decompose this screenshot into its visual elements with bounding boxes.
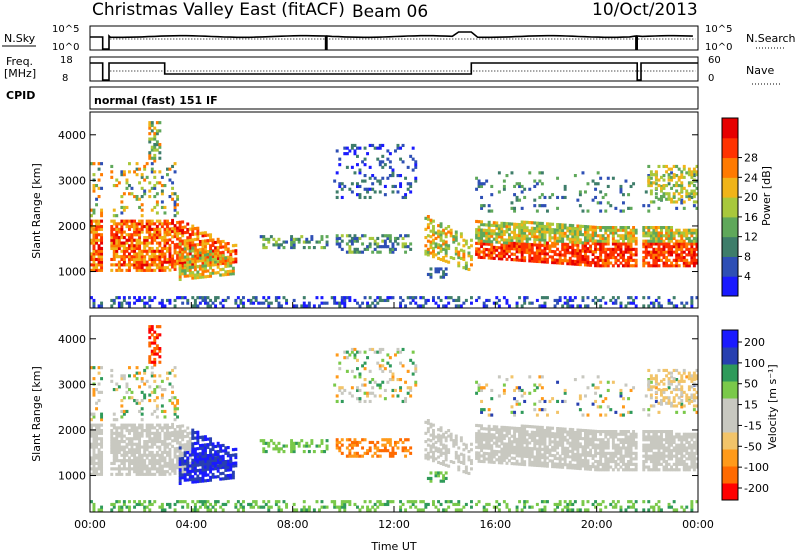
velocity-yticks: 1000 2000 3000 4000 bbox=[58, 333, 698, 483]
nave-tick-bottom: 0 bbox=[708, 73, 714, 84]
velocity-ylabel: Slant Range [km] bbox=[30, 366, 43, 462]
colorbar-tick-label: -100 bbox=[744, 461, 769, 474]
power-panel: 1000 2000 3000 4000 Slant Range [km] 4 8 12 16… bbox=[30, 111, 773, 309]
nsearch-label: N.Search bbox=[746, 32, 796, 45]
colorbar-tick-label: 4 bbox=[744, 270, 751, 283]
colorbar-tick-label: 24 bbox=[744, 171, 758, 184]
colorbar-swatch bbox=[722, 483, 738, 501]
colorbar-tick-label: 15 bbox=[744, 399, 758, 412]
x-tick-label: 08:00 bbox=[277, 518, 309, 531]
plot-title: Christmas Valley East (fitACF) bbox=[92, 0, 345, 20]
freq-label: Freq. bbox=[6, 55, 33, 68]
colorbar-swatch bbox=[722, 347, 738, 365]
colorbar-swatch bbox=[722, 364, 738, 382]
power-colorbar-label: Power [dB] bbox=[760, 166, 773, 226]
power-yticks: 1000 2000 3000 4000 bbox=[58, 129, 698, 279]
power-cells bbox=[90, 121, 699, 308]
y-tick-label: 4000 bbox=[58, 333, 86, 346]
cpid-value: normal (fast) 151 IF bbox=[94, 94, 218, 107]
colorbar-tick-label: 28 bbox=[744, 152, 758, 165]
colorbar-swatch bbox=[722, 118, 738, 139]
beam-label: Beam 06 bbox=[352, 2, 428, 22]
power-colorbar: 4 8 12 16 20 24 28 bbox=[721, 117, 758, 297]
y-tick-label: 2000 bbox=[58, 424, 86, 437]
y-tick-label: 3000 bbox=[58, 378, 86, 391]
colorbar-swatch bbox=[722, 157, 738, 178]
colorbar-swatch bbox=[722, 398, 738, 416]
nave-label: Nave bbox=[746, 64, 774, 77]
nsky-panel: N.Sky 10^5 10^0 10^5 10^0 N.Search bbox=[2, 24, 796, 53]
x-tick-label: 20:00 bbox=[581, 518, 613, 531]
colorbar-tick-label: 16 bbox=[744, 211, 758, 224]
y-tick-label: 4000 bbox=[58, 129, 86, 142]
colorbar-swatch bbox=[722, 432, 738, 450]
colorbar-tick-label: -15 bbox=[744, 419, 762, 432]
nsearch-tick-top: 10^5 bbox=[705, 24, 732, 35]
velocity-xlabel: Time UT bbox=[370, 540, 416, 553]
colorbar-swatch bbox=[722, 466, 738, 484]
colorbar-tick-label: -50 bbox=[744, 440, 762, 453]
colorbar-tick-label: 20 bbox=[744, 191, 758, 204]
velocity-xticks: 00:00 04:00 08:00 12:00 16:00 20:00 00:00 bbox=[74, 302, 714, 531]
velocity-colorbar: 200 100 50 15 -15 -50 -100 -200 bbox=[721, 329, 769, 501]
colorbar-tick-label: -200 bbox=[744, 482, 769, 495]
freq-panel: Freq. [MHz] 18 8 60 0 Nave bbox=[4, 55, 780, 85]
freq-unit: [MHz] bbox=[4, 67, 36, 80]
x-tick-label: 00:00 bbox=[74, 518, 106, 531]
x-tick-label: 00:00 bbox=[682, 518, 714, 531]
colorbar-tick-label: 100 bbox=[744, 357, 765, 370]
colorbar-tick-label: 8 bbox=[744, 250, 751, 263]
freq-line bbox=[90, 62, 698, 81]
x-tick-label: 04:00 bbox=[175, 518, 207, 531]
cpid-panel bbox=[89, 86, 699, 110]
nsky-line bbox=[90, 31, 693, 50]
freq-tick-bottom: 8 bbox=[62, 73, 68, 84]
colorbar-tick-label: 200 bbox=[744, 336, 765, 349]
y-tick-label: 1000 bbox=[58, 266, 86, 279]
colorbar-tick-label: 50 bbox=[744, 378, 758, 391]
nave-tick-top: 60 bbox=[708, 55, 721, 66]
date-label: 10/Oct/2013 bbox=[592, 0, 698, 20]
x-tick-label: 16:00 bbox=[479, 518, 511, 531]
velocity-panel: 1000 2000 3000 4000 Slant Range [km] 200 100… bbox=[30, 302, 779, 553]
colorbar-swatch bbox=[722, 330, 738, 348]
colorbar-swatch bbox=[722, 415, 738, 433]
colorbar-swatch bbox=[722, 381, 738, 399]
colorbar-swatch bbox=[722, 177, 738, 198]
nsky-label: N.Sky bbox=[4, 32, 36, 45]
y-tick-label: 2000 bbox=[58, 220, 86, 233]
y-tick-label: 1000 bbox=[58, 470, 86, 483]
colorbar-swatch bbox=[722, 236, 738, 257]
velocity-cells bbox=[90, 325, 699, 512]
colorbar-swatch bbox=[722, 197, 738, 218]
nsky-tick-top: 10^5 bbox=[52, 24, 79, 35]
x-tick-label: 12:00 bbox=[378, 518, 410, 531]
nsearch-tick-bottom: 10^0 bbox=[705, 42, 732, 53]
colorbar-swatch bbox=[722, 276, 738, 297]
nsky-tick-bottom: 10^0 bbox=[52, 42, 79, 53]
velocity-colorbar-label: Velocity [m s⁻¹] bbox=[766, 364, 779, 449]
colorbar-swatch bbox=[722, 449, 738, 467]
colorbar-tick-label: 12 bbox=[744, 231, 758, 244]
freq-tick-top: 18 bbox=[60, 55, 73, 66]
cpid-label: CPID bbox=[6, 89, 35, 102]
colorbar-swatch bbox=[722, 256, 738, 277]
colorbar-swatch bbox=[722, 216, 738, 238]
y-tick-label: 3000 bbox=[58, 174, 86, 187]
colorbar-swatch bbox=[722, 137, 738, 159]
power-ylabel: Slant Range [km] bbox=[30, 163, 43, 259]
